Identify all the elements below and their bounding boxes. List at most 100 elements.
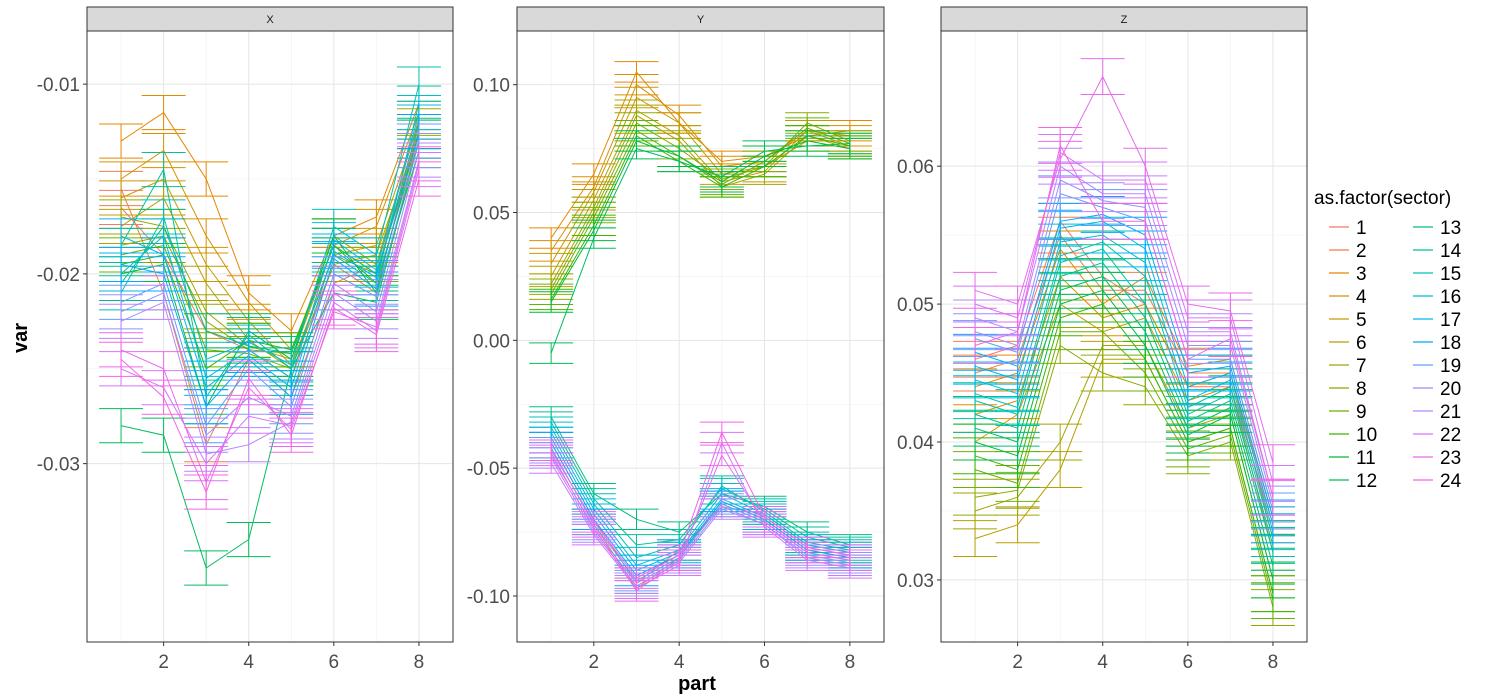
panel-border: [86, 30, 454, 643]
facets-group: X -0.03 -0.02 -0.01 2 4 6 8 Y -0.10 -0.05 0.00 0.05 0…: [37, 6, 1308, 673]
error-bar: [141, 95, 186, 131]
y-tick-label: 0.06: [897, 157, 934, 178]
error-bar: [699, 444, 744, 467]
legend-item-6: 6: [1329, 333, 1367, 354]
error-bar: [614, 137, 659, 160]
legend-label: 8: [1356, 379, 1367, 400]
series-line-8: [974, 344, 1274, 608]
legend-label: 15: [1440, 264, 1461, 285]
error-bar: [742, 140, 787, 162]
error-bar: [1165, 285, 1210, 323]
y-tick-label: 0.03: [897, 571, 934, 592]
y-tick-label: -0.05: [467, 459, 510, 480]
error-bar: [396, 161, 441, 197]
legend-item-10: 10: [1329, 425, 1377, 446]
error-bar: [99, 341, 144, 377]
error-bar: [1080, 58, 1125, 95]
y-tick-label: -0.02: [37, 265, 80, 286]
legend-label: 18: [1440, 333, 1461, 354]
legend-item-18: 18: [1413, 333, 1461, 354]
error-bar: [184, 550, 229, 586]
error-bar: [953, 271, 998, 309]
series-line-23: [974, 75, 1274, 463]
series-line-22: [974, 151, 1274, 484]
series-line-3: [120, 102, 420, 332]
error-bar: [1080, 202, 1125, 240]
legend-item-23: 23: [1413, 448, 1461, 469]
facet-panel-z: Z 0.03 0.04 0.05 0.06 2 4 6 8: [897, 6, 1308, 673]
legend-item-8: 8: [1329, 379, 1367, 400]
legend-item-16: 16: [1413, 287, 1461, 308]
legend-label: 21: [1440, 402, 1461, 423]
series-line-18: [120, 131, 420, 408]
error-bar: [529, 342, 574, 364]
series-line-22: [120, 169, 420, 465]
x-tick-label: 4: [674, 652, 685, 673]
legend-item-9: 9: [1329, 402, 1367, 423]
error-bar: [571, 511, 616, 533]
x-tick-label: 4: [1097, 652, 1108, 673]
series-line-24: [550, 431, 850, 579]
legend-item-17: 17: [1413, 310, 1461, 331]
x-tick-label: 6: [1183, 652, 1194, 673]
y-tick-label: -0.10: [467, 587, 510, 608]
legend-title: as.factor(sector): [1314, 188, 1451, 209]
legend-label: 22: [1440, 425, 1461, 446]
series-line-13: [550, 416, 851, 546]
series-line-13: [974, 262, 1274, 553]
legend-label: 3: [1356, 264, 1367, 285]
series-line-20: [974, 179, 1274, 505]
error-bar: [785, 135, 830, 157]
facet-strip-label: Y: [697, 14, 705, 26]
series-line-19: [120, 140, 420, 427]
error-bar: [995, 313, 1040, 351]
error-bar: [141, 379, 186, 415]
facet-panel-y: Y -0.10 -0.05 0.00 0.05 0.10 2 4 6 8: [467, 6, 885, 673]
y-tick-label: 0.05: [473, 204, 510, 225]
error-bar: [1165, 340, 1210, 378]
error-bar: [1123, 202, 1168, 240]
series-line-24: [120, 178, 420, 494]
error-bar: [614, 567, 659, 589]
error-bar: [141, 417, 186, 453]
series-line-5: [550, 96, 850, 264]
y-tick-label: -0.01: [37, 75, 80, 96]
error-bar: [827, 132, 872, 155]
error-bar: [226, 521, 271, 558]
error-bar: [99, 246, 144, 282]
legend-label: 9: [1356, 402, 1367, 423]
error-bar: [141, 284, 186, 320]
series-line-17: [974, 220, 1274, 525]
error-bar: [529, 439, 574, 461]
legend-label: 14: [1440, 241, 1462, 262]
series-line-10: [550, 135, 851, 300]
error-bar: [99, 408, 144, 444]
y-axis-title: var: [10, 323, 32, 353]
legend-item-14: 14: [1413, 241, 1462, 262]
series-line-21: [974, 165, 1274, 498]
y-tick-label: -0.03: [37, 455, 80, 476]
x-tick-label: 6: [329, 652, 340, 673]
x-tick-label: 4: [243, 652, 254, 673]
y-tick-label: 0.10: [473, 76, 510, 97]
series-line-9: [974, 331, 1274, 601]
legend-label: 6: [1356, 333, 1367, 354]
series-line-24: [974, 144, 1274, 498]
panel-background: [941, 31, 1307, 642]
error-bar: [1208, 320, 1253, 357]
error-bar: [699, 165, 744, 188]
legend-item-12: 12: [1329, 471, 1377, 492]
y-tick-label: 0.04: [897, 433, 934, 454]
series-line-16: [974, 234, 1274, 532]
series-line-4: [120, 112, 420, 351]
error-bar: [99, 123, 144, 159]
facet-strip: [86, 6, 454, 32]
legend-item-2: 2: [1329, 241, 1367, 262]
error-bar: [1080, 354, 1125, 392]
series-line-10: [974, 303, 1274, 594]
error-bar: [1080, 161, 1125, 199]
series-line-16: [120, 112, 420, 379]
series-line-12: [974, 275, 1274, 567]
legend-item-3: 3: [1329, 264, 1367, 285]
